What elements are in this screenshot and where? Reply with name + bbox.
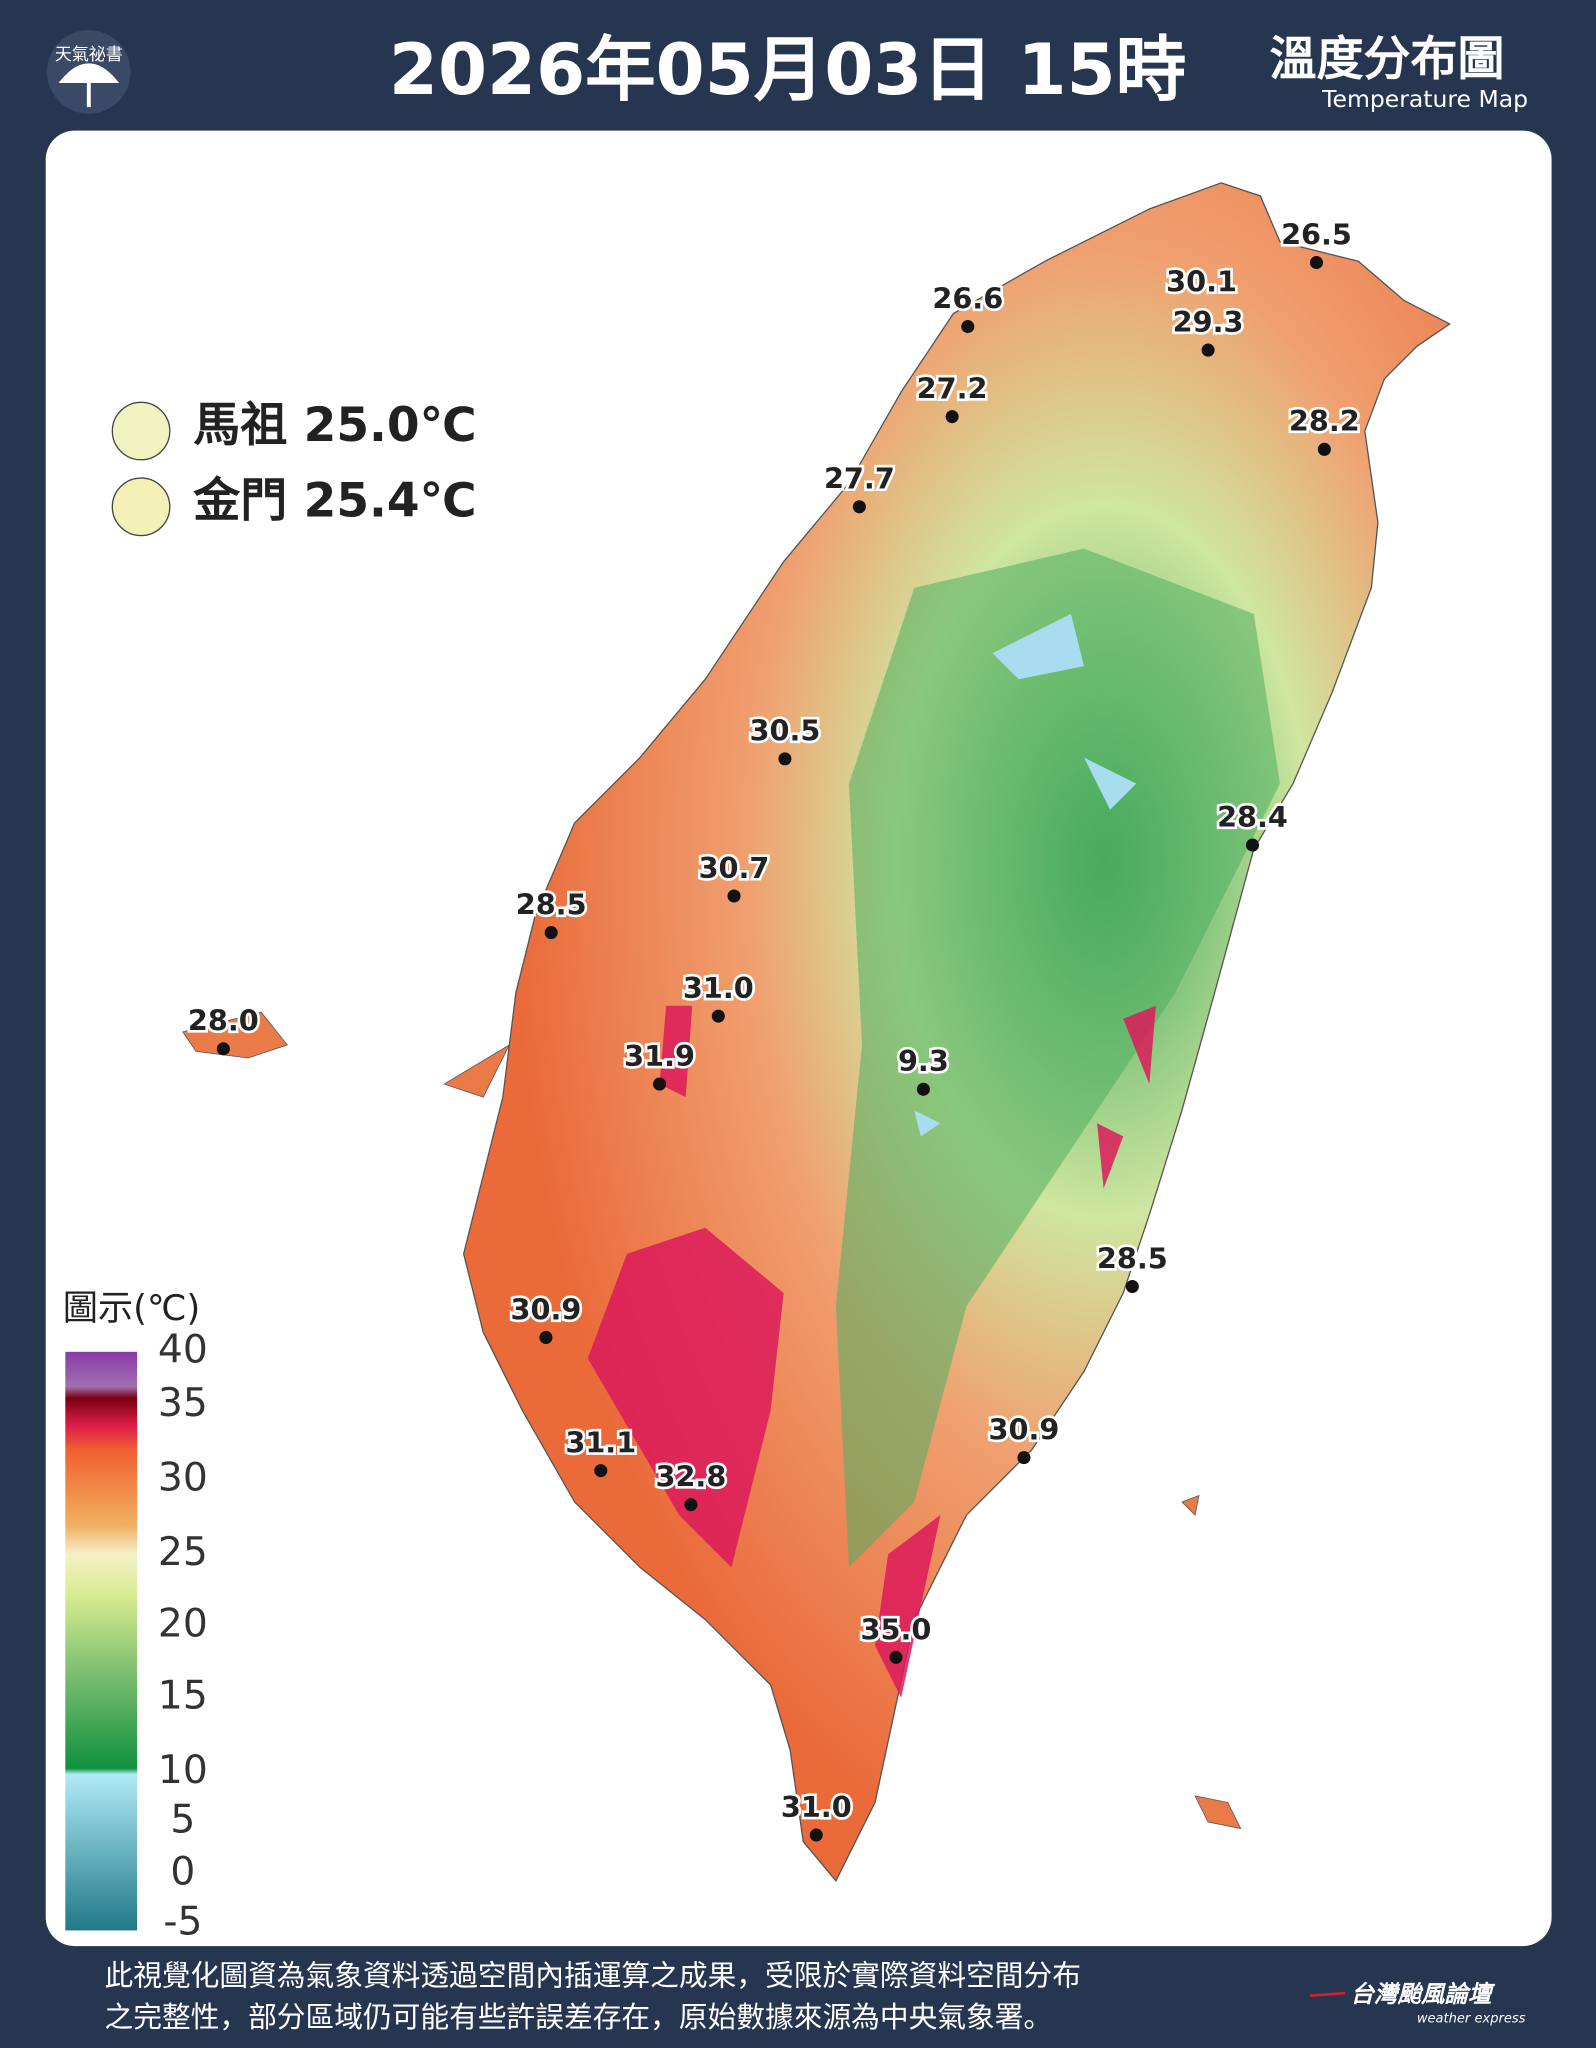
station-temp: 29.3 xyxy=(1173,305,1244,339)
station-dot xyxy=(539,1330,553,1344)
map-subtitle: Temperature Map xyxy=(1321,85,1528,113)
station-temp: 26.6 xyxy=(932,281,1003,315)
station-dot xyxy=(778,752,792,766)
station-dot xyxy=(594,1464,608,1478)
station-dot xyxy=(684,1498,698,1512)
station-dot xyxy=(945,410,959,424)
station-temp: 26.5 xyxy=(1281,217,1352,251)
logo-text: 天氣祕書 xyxy=(55,45,123,65)
station-dot xyxy=(544,926,558,940)
footer-text: 此視覺化圖資為氣象資料透過空間內插運算之成果，受限於實際資料空間分布 xyxy=(104,1958,1080,1992)
station-dot xyxy=(809,1828,823,1842)
station-temp: 28.0 xyxy=(188,1004,259,1038)
station-temp: 30.9 xyxy=(989,1412,1060,1446)
legend-tick: 5 xyxy=(170,1798,195,1843)
legend-tick: 25 xyxy=(158,1530,208,1575)
footer-text: 之完整性，部分區域仍可能有些許誤差存在，原始數據來源為中央氣象署。 xyxy=(104,2000,1052,2034)
station-temp: 30.1 xyxy=(1166,264,1237,298)
station-temp: 28.4 xyxy=(1217,800,1288,834)
map-title: 溫度分布圖 xyxy=(1270,32,1505,87)
station-dot xyxy=(727,889,741,903)
station-dot xyxy=(1317,442,1331,456)
legend-tick: 30 xyxy=(158,1455,208,1500)
station-temp: 30.5 xyxy=(750,714,821,748)
station-dot xyxy=(711,1009,725,1023)
legend-tick: 20 xyxy=(158,1602,208,1647)
station-temp: 28.5 xyxy=(1097,1241,1168,1275)
legend-tick: 10 xyxy=(158,1748,208,1793)
station-temp: 27.7 xyxy=(824,462,895,496)
legend-tick: 40 xyxy=(158,1327,208,1372)
legend-tick: 15 xyxy=(158,1673,208,1718)
station-temp: 35.0 xyxy=(861,1612,932,1646)
station-temp: 31.0 xyxy=(781,1790,852,1824)
brand-sub: weather express xyxy=(1417,2012,1526,2027)
matsu-swatch xyxy=(111,401,171,461)
station-dot xyxy=(852,500,866,514)
station-temp: 30.9 xyxy=(511,1292,582,1326)
taiwan-map xyxy=(182,182,1451,1882)
station-temp: 28.2 xyxy=(1289,404,1360,438)
station-dot xyxy=(1309,256,1324,270)
station-dot xyxy=(1245,838,1260,852)
station-dot xyxy=(916,1082,930,1096)
station-temp: 31.1 xyxy=(565,1426,636,1460)
colorbar xyxy=(65,1351,138,1931)
legend-tick: 0 xyxy=(170,1850,195,1895)
station-temp: 28.5 xyxy=(516,887,587,921)
legend-title: 圖示(℃) xyxy=(63,1288,201,1329)
station-dot xyxy=(1125,1279,1139,1294)
kinmen-swatch xyxy=(111,477,171,537)
brand-line xyxy=(1309,1991,1346,1998)
station-temp: 9.3 xyxy=(898,1044,949,1078)
station-temp: 27.2 xyxy=(917,372,988,406)
station-temp: 32.8 xyxy=(655,1460,726,1494)
title: 2026年05月03日 15時 xyxy=(389,29,1186,111)
logo-icon xyxy=(58,63,120,108)
island-temp: 馬祖 25.0℃ xyxy=(193,398,476,453)
station-dot xyxy=(216,1042,230,1056)
station-temp: 31.0 xyxy=(683,971,754,1005)
legend-tick: -5 xyxy=(163,1899,202,1944)
station-temp: 31.9 xyxy=(624,1039,695,1073)
station-dot xyxy=(961,320,975,334)
station-dot xyxy=(1201,343,1215,357)
brand: 台灣颱風論壇 xyxy=(1350,1980,1495,2008)
station-temp: 30.7 xyxy=(699,851,770,885)
island-temp: 金門 25.4℃ xyxy=(192,474,476,529)
station-dot xyxy=(889,1650,903,1664)
station-dot xyxy=(653,1077,667,1091)
station-dot xyxy=(1017,1451,1031,1465)
legend-tick: 35 xyxy=(158,1381,208,1426)
